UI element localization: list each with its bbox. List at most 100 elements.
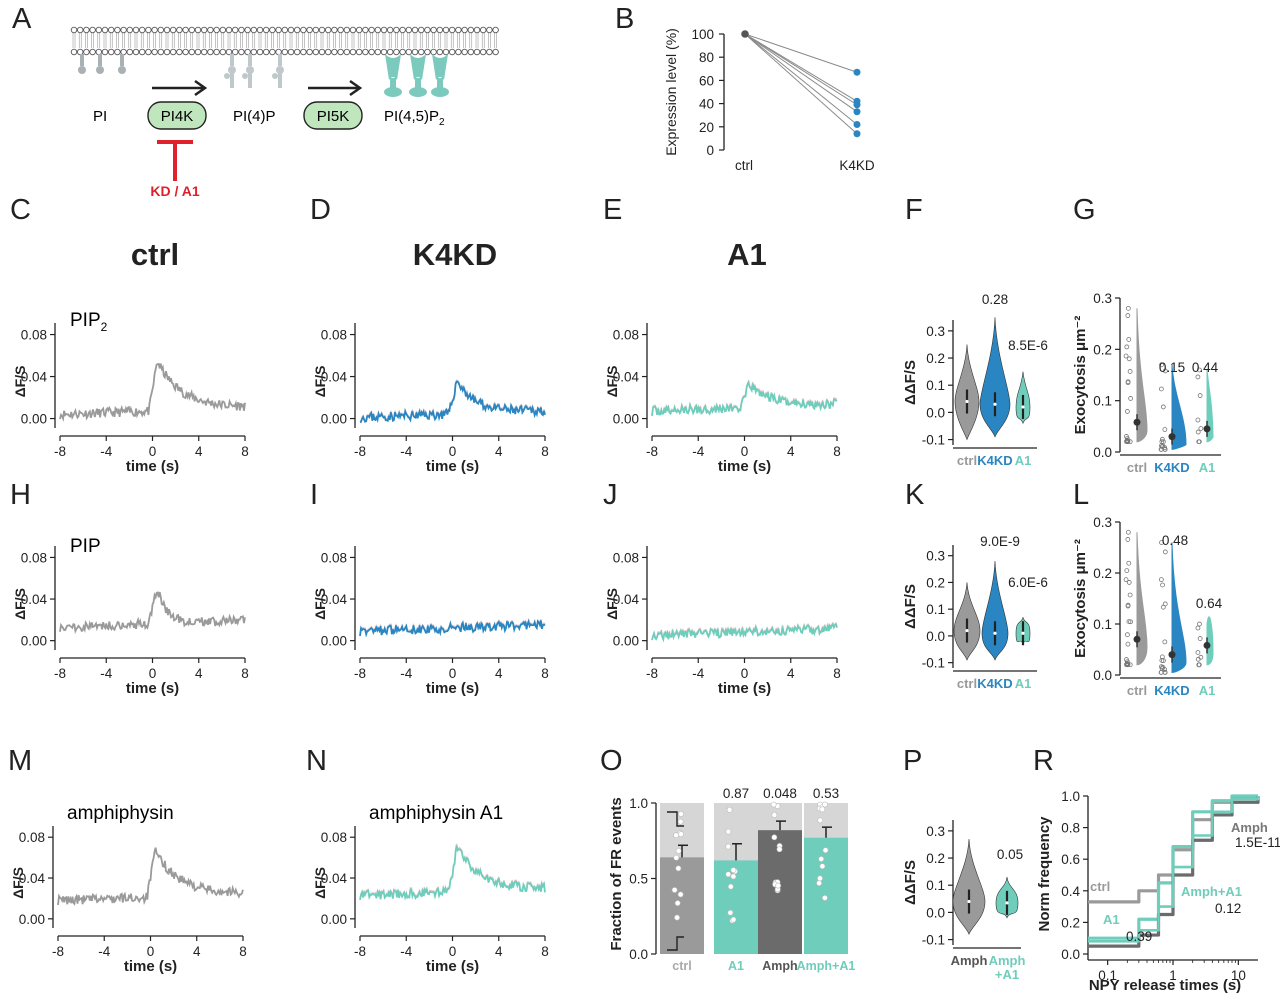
lipid-head-bottom: [231, 48, 239, 56]
data-point: [1159, 436, 1165, 442]
phosphate-icon: [272, 73, 278, 79]
trace-xtick-label: 4: [195, 444, 203, 459]
lipid-label-pip2-sub: 2: [439, 117, 445, 128]
lipid-head-bottom: [355, 48, 363, 56]
lipid-head-bottom: [479, 48, 487, 56]
panel-label-j: J: [603, 479, 618, 511]
data-point: [1125, 438, 1131, 444]
b-series-line: [744, 33, 858, 73]
panel-a-schematic: A PI PI4K PI(4)P PI5K PI(4,5)P2 KD / A1: [12, 3, 499, 199]
lipid-stalk-ext: [230, 68, 234, 88]
lipid-head-bottom: [163, 48, 171, 56]
trace-xtick-label: -4: [400, 944, 412, 959]
data-point: [1128, 396, 1133, 401]
o-data-point: [822, 847, 829, 854]
lipid-head-bottom: [225, 48, 233, 56]
data-point: [1196, 662, 1202, 668]
lipid-head-top: [163, 26, 171, 34]
lipid-head-top: [207, 26, 214, 34]
violin-panel-K: 0.3 0.2 0.1 0.0 -0.1 ΔΔF/S ctrl K4KD 9.0E-9 A1 6.0…: [902, 534, 1048, 691]
trace-ytick-label: 0.08: [321, 830, 347, 845]
trace-xtick-label: 8: [541, 444, 549, 459]
o-p-value: 0.87: [723, 786, 749, 801]
lipid-head-bottom: [362, 48, 369, 56]
violin-ylabel: ΔΔF/S: [902, 360, 919, 405]
lipid-head-top: [306, 26, 313, 34]
r-p-a1: 0.39: [1126, 929, 1152, 944]
b-series-line: [744, 33, 858, 125]
data-point: [1197, 367, 1202, 373]
o-data-point: [818, 856, 825, 862]
trace-xlabel: time (s): [426, 458, 479, 475]
lipid-head-top: [411, 26, 419, 34]
violin-category-label: A1: [1199, 683, 1216, 698]
lipid-head-top: [399, 26, 406, 34]
data-point: [1159, 658, 1165, 663]
half-violin-A1: [1206, 616, 1214, 666]
data-point: [1159, 444, 1165, 450]
trace-xtick-label: -4: [100, 666, 112, 681]
lipid-stalk: [98, 54, 102, 66]
lipid-head-bottom: [107, 48, 115, 56]
lipid-head-top: [95, 26, 103, 34]
lipid-head-bottom: [238, 48, 245, 56]
trace-xtick-label: 8: [833, 666, 841, 681]
lipid-head-top: [231, 26, 239, 34]
b-series: [741, 30, 861, 138]
trace-label-pip2-main: PIP: [70, 310, 101, 331]
trace-ylabel: ΔF/S: [604, 366, 620, 398]
lipid-head-top: [492, 26, 499, 34]
violin-ytick-label: 0.1: [926, 602, 945, 617]
o-data-point: [817, 817, 824, 824]
panel-label-b: B: [615, 3, 634, 35]
b-ytick-label: 40: [699, 97, 714, 112]
data-point: [1195, 650, 1201, 655]
lipid-head-bottom: [324, 48, 332, 56]
trace-label-pip2-sub: 2: [101, 320, 108, 334]
lipid-head-bottom: [455, 48, 462, 56]
data-point: [1124, 568, 1130, 574]
o-data-point: [776, 846, 783, 853]
trace-ylabel: ΔF/S: [12, 588, 28, 620]
o-ylabel: Fraction of FR events: [608, 797, 625, 950]
violin-ytick-label: 0.0: [1093, 668, 1112, 683]
lipid-head-top: [182, 26, 189, 34]
half-violin-ctrl: [1136, 308, 1148, 443]
lipid-head-bottom: [138, 48, 146, 56]
o-data-point: [674, 914, 680, 921]
violin-category-label: ctrl: [957, 453, 977, 468]
trace-line: [651, 379, 838, 417]
r-ytick-label: 0.8: [1061, 821, 1080, 836]
condition-header-ctrl: ctrl: [131, 237, 179, 272]
lipid-head-top: [126, 26, 134, 34]
o-inset-step-icon: [667, 811, 684, 827]
data-point: [1125, 641, 1131, 647]
o-category-label: Amph+A1: [797, 959, 856, 973]
lipid-head-icon: [96, 66, 104, 74]
trace-xtick-label: 0: [147, 944, 155, 959]
panel-label-e: E: [603, 194, 622, 226]
o-data-point: [674, 900, 681, 907]
lipid-head-top: [225, 26, 233, 34]
lipid-label-pi4p: PI(4)P: [233, 108, 276, 125]
half-violin-A1: [1206, 369, 1214, 443]
lipid-head-bottom: [380, 48, 388, 56]
lipid-head-top: [188, 26, 196, 34]
lipid-head-bottom: [120, 48, 127, 56]
lipid-stalk: [230, 54, 234, 66]
lipid-head-top: [169, 26, 177, 34]
lipid-stalk-ext: [278, 68, 282, 88]
o-p-value: 0.048: [763, 786, 797, 801]
trace-panel: 0.08 0.04 0.00 ΔF/S -8 -4 0 4 8 time (s): [604, 546, 841, 697]
b-ytick-label: 20: [699, 120, 714, 135]
pip2-foot: [384, 87, 402, 97]
lipid-head-top: [200, 26, 208, 34]
trace-panel: 0.08 0.04 0.00 ΔF/S -8 -4 0 4 8 time (s): [12, 546, 249, 697]
data-point: [1124, 436, 1130, 442]
data-point: [1195, 656, 1201, 662]
data-point: [1158, 446, 1164, 452]
panel-label-a: A: [12, 3, 32, 35]
trace-ytick-label: 0.08: [613, 550, 639, 565]
lipid-head-bottom: [473, 48, 481, 56]
